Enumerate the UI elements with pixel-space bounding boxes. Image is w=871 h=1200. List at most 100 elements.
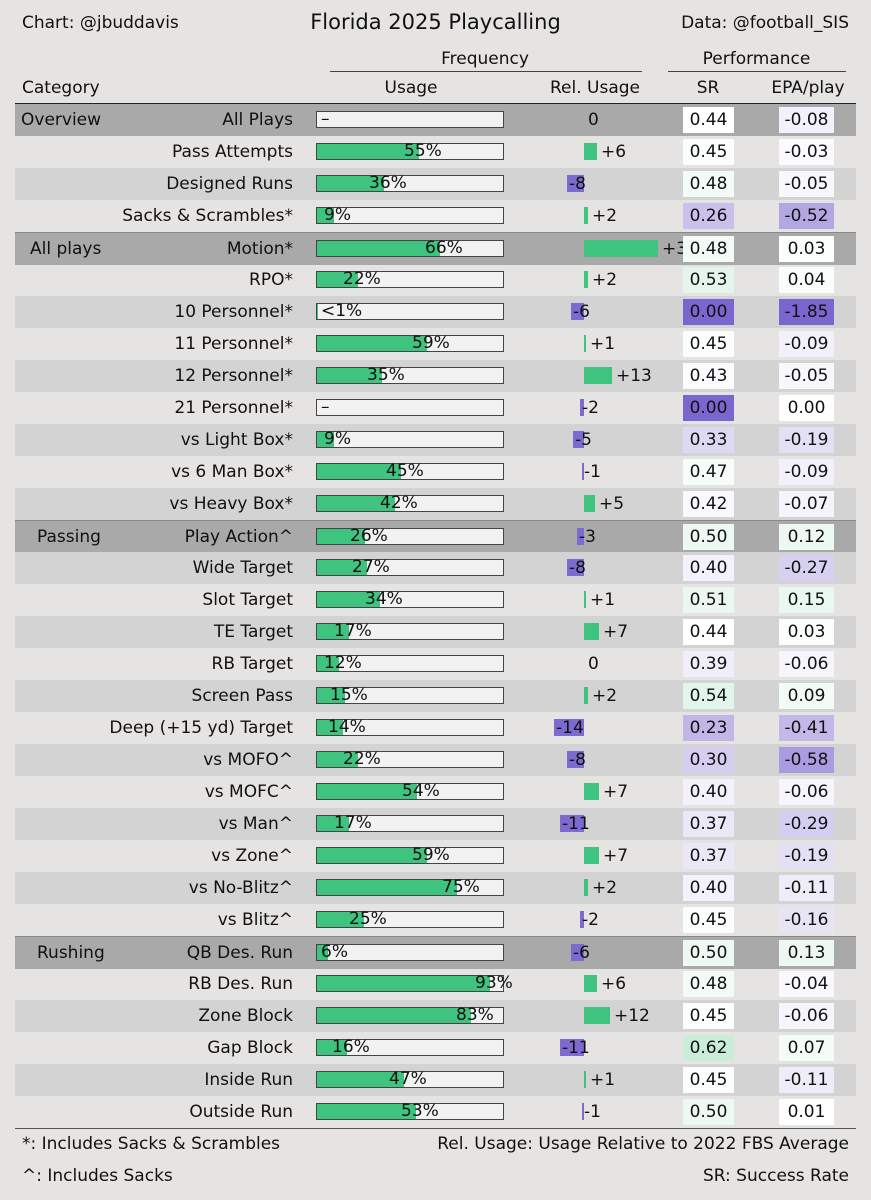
usage-label: 53% [401, 1101, 439, 1121]
row-label: Motion* [226, 239, 293, 259]
table-row: vs Blitz^ 25% -2 0.45 -0.16 [15, 904, 856, 936]
rel-usage-bar [584, 240, 658, 257]
usage-label: 15% [330, 685, 368, 705]
rel-usage-bar [584, 271, 588, 288]
table-row: RB Des. Run 93% +6 0.48 -0.04 [15, 968, 856, 1000]
sr-cell: 0.47 [683, 459, 734, 485]
rel-usage-label: -8 [569, 558, 586, 578]
usage-bar [317, 304, 318, 319]
usage-bar [317, 912, 364, 927]
epa-cell: 0.03 [779, 236, 834, 262]
rel-usage-bar [580, 911, 584, 928]
row-label: 21 Personnel* [174, 398, 293, 418]
rel-usage-bar [567, 751, 584, 768]
epa-cell: -0.03 [779, 139, 834, 165]
rel-usage-bar [582, 1103, 584, 1120]
rel-usage-label: +2 [592, 270, 618, 290]
usage-bar-track: 9% [316, 431, 504, 448]
usage-label: 54% [402, 781, 440, 801]
col-header-sr: SR [696, 78, 720, 98]
rel-usage-label: +1 [590, 1070, 616, 1090]
usage-label: 34% [365, 589, 403, 609]
rel-usage-label: -2 [582, 910, 599, 930]
usage-bar-track: 9% [316, 207, 504, 224]
rel-usage-bar [573, 431, 584, 448]
usage-bar-track: 66% [316, 240, 504, 257]
frequency-group-label: Frequency [441, 49, 529, 69]
table-row: Rushing QB Des. Run 6% -6 0.50 0.13 [15, 936, 856, 969]
usage-bar-track: 25% [316, 911, 504, 928]
rel-usage-bar [584, 879, 588, 896]
epa-cell: 0.00 [779, 395, 834, 421]
sr-cell: 0.26 [683, 203, 734, 229]
epa-cell: -0.05 [779, 363, 834, 389]
table-row: Slot Target 34% +1 0.51 0.15 [15, 584, 856, 616]
usage-label: 9% [324, 205, 351, 225]
epa-cell: -0.19 [779, 427, 834, 453]
rel-usage-label: +2 [592, 878, 618, 898]
usage-label: 22% [343, 749, 381, 769]
category-label: Rushing [37, 943, 105, 963]
sr-cell: 0.45 [683, 139, 734, 165]
sr-cell: 0.53 [683, 267, 734, 293]
usage-label: 66% [425, 238, 463, 258]
footnote-sacks: ^: Includes Sacks [22, 1166, 173, 1186]
frequency-group-rule [330, 71, 642, 72]
footnote-rel-usage: Rel. Usage: Usage Relative to 2022 FBS A… [437, 1134, 849, 1154]
usage-label: 17% [334, 813, 372, 833]
sr-cell: 0.45 [683, 331, 734, 357]
row-label: vs MOFO^ [203, 750, 293, 770]
sr-cell: 0.44 [683, 619, 734, 645]
row-label: Pass Attempts [171, 142, 293, 162]
usage-bar-track: 22% [316, 271, 504, 288]
rel-usage-bar [584, 623, 599, 640]
footnote-sacks-scrambles: *: Includes Sacks & Scrambles [22, 1134, 281, 1154]
usage-bar [317, 560, 367, 575]
rel-usage-label: +12 [614, 1006, 650, 1026]
usage-bar-track: 15% [316, 687, 504, 704]
usage-label: 75% [442, 877, 480, 897]
rel-usage-label: -1 [584, 1102, 601, 1122]
sr-cell: 0.48 [683, 971, 734, 997]
rel-usage-label: +5 [599, 494, 625, 514]
epa-cell: -0.11 [779, 875, 834, 901]
usage-bar-track: 47% [316, 1071, 504, 1088]
rel-usage-label: -6 [573, 943, 590, 963]
row-label: Wide Target [192, 558, 293, 578]
usage-bar-track: 17% [316, 623, 504, 640]
usage-label: 93% [475, 973, 513, 993]
usage-label: 42% [380, 493, 418, 513]
rel-usage-bar [584, 1071, 586, 1088]
row-label: Zone Block [198, 1006, 293, 1026]
rel-usage-label: +2 [592, 686, 618, 706]
rel-usage-bar [554, 719, 584, 736]
usage-bar-track: 27% [316, 559, 504, 576]
usage-label: – [321, 397, 330, 417]
usage-bar [317, 1104, 416, 1119]
epa-cell: 0.09 [779, 683, 834, 709]
table-row: Gap Block 16% -11 0.62 0.07 [15, 1032, 856, 1064]
usage-label: 27% [352, 557, 390, 577]
table-row: Designed Runs 36% -8 0.48 -0.05 [15, 168, 856, 200]
performance-group-rule [668, 71, 846, 72]
usage-bar-track: 17% [316, 815, 504, 832]
sr-cell: 0.48 [683, 171, 734, 197]
rel-usage-label: -11 [562, 1038, 590, 1058]
row-label: QB Des. Run [186, 943, 293, 963]
row-label: vs 6 Man Box* [171, 462, 293, 482]
rel-usage-label: -8 [569, 750, 586, 770]
table-row: 10 Personnel* <1% -6 0.00 -1.85 [15, 296, 856, 328]
usage-label: 59% [412, 333, 450, 353]
usage-bar [317, 848, 427, 863]
epa-cell: 0.01 [779, 1099, 834, 1125]
row-label: 12 Personnel* [174, 366, 293, 386]
sr-cell: 0.23 [683, 715, 734, 741]
epa-cell: 0.07 [779, 1035, 834, 1061]
epa-cell: -0.16 [779, 907, 834, 933]
usage-bar [317, 336, 427, 351]
row-label: vs Blitz^ [217, 910, 293, 930]
epa-cell: 0.12 [779, 524, 834, 550]
usage-label: 59% [412, 845, 450, 865]
epa-cell: -0.06 [779, 1003, 834, 1029]
